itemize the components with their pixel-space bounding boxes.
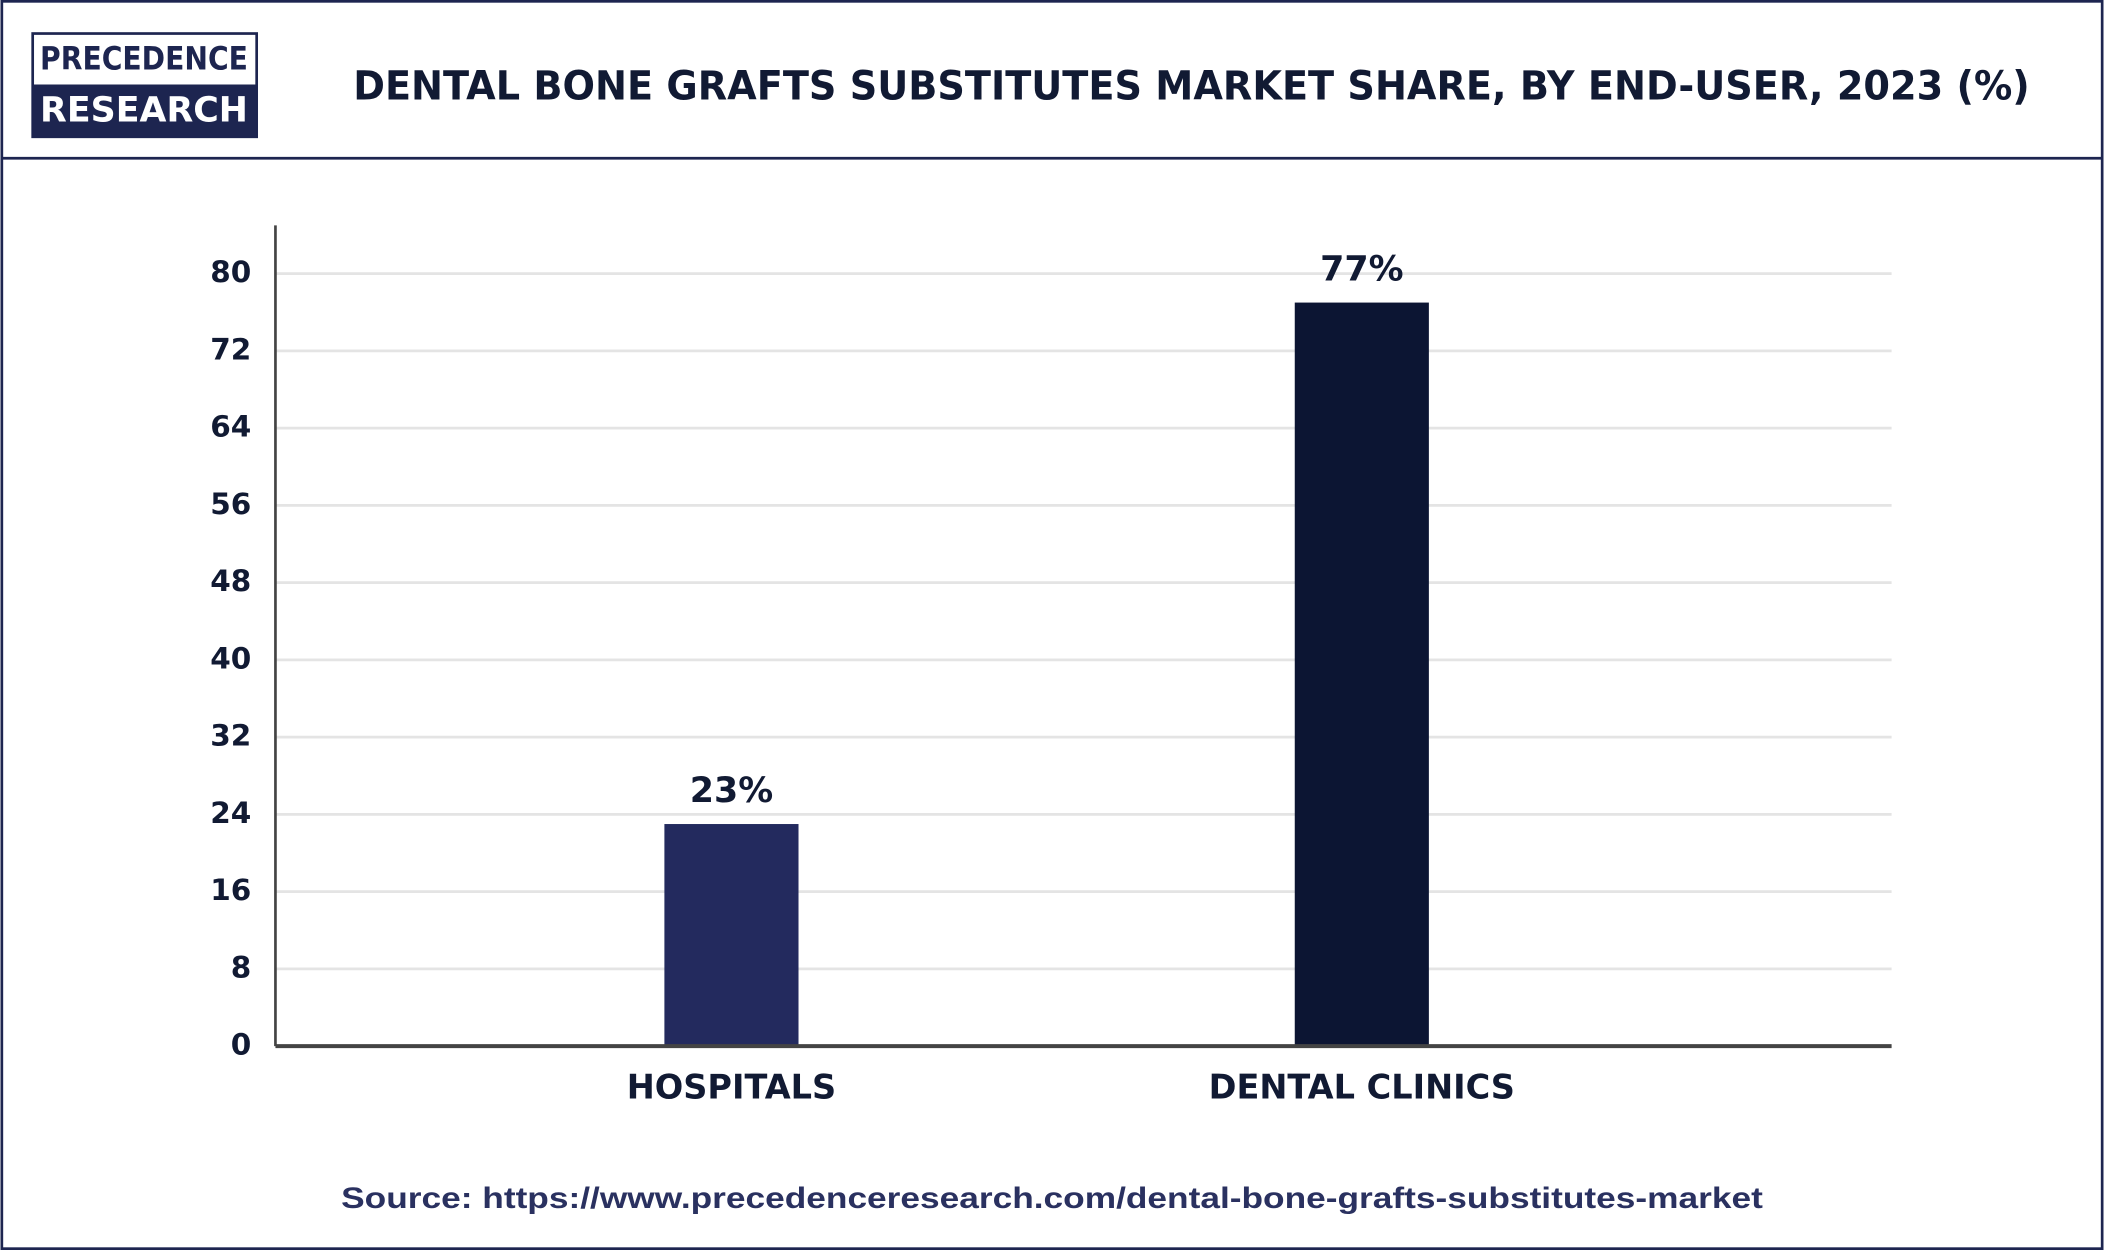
logo-band — [32, 84, 257, 137]
y-tick-label: 56 — [210, 487, 251, 521]
y-tick-label: 80 — [210, 255, 251, 289]
logo-text: RESEARCH — [40, 90, 248, 130]
y-tick-label: 48 — [210, 564, 251, 598]
value-label: 77% — [1320, 249, 1403, 289]
bar — [1294, 302, 1429, 1047]
y-tick-label: 0 — [231, 1028, 252, 1062]
y-tick-label: 32 — [210, 719, 251, 753]
chart-title: DENTAL BONE GRAFTS SUBSTITUTES MARKET SH… — [353, 64, 2030, 110]
y-tick-label: 64 — [210, 410, 251, 444]
source: Source: https://www.precedenceresearch.c… — [341, 1182, 1763, 1215]
y-tick-label: 72 — [210, 332, 251, 366]
y-tick-label: 16 — [210, 873, 251, 907]
y-tick-label: 24 — [210, 796, 251, 830]
logo-text: PRECEDENCE — [40, 39, 248, 77]
x-tick-label: DENTAL CLINICS — [1209, 1068, 1515, 1107]
bar — [664, 824, 799, 1047]
y-tick-label: 40 — [210, 641, 251, 675]
x-tick-label: HOSPITALS — [627, 1068, 836, 1107]
y-tick-label: 8 — [231, 950, 252, 984]
value-label: 23% — [690, 771, 773, 811]
